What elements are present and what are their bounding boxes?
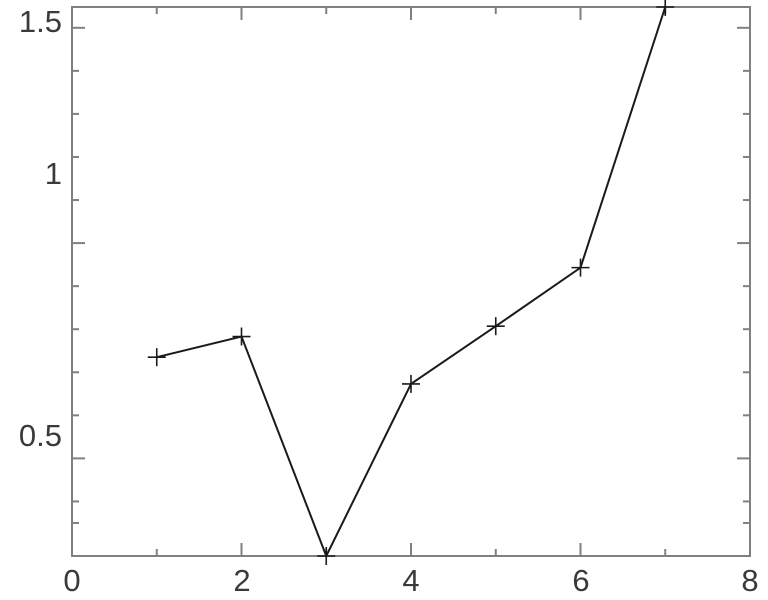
y-tick-label: 1.5 [18,4,62,39]
x-tick-label: 2 [233,563,251,598]
data-point-marker [147,348,166,367]
data-point-marker [232,327,251,346]
axes-frame [71,6,751,557]
data-point-marker [317,547,336,565]
data-point-marker [486,317,505,336]
data-point-marker [656,0,675,16]
series-line [156,6,667,559]
y-tick-label: 0.5 [18,418,62,453]
y-tick-label: 1 [44,156,62,191]
data-point-marker [571,258,590,277]
x-tick-label: 8 [741,563,759,598]
x-tick-label: 4 [402,563,420,598]
series-markers [147,0,675,565]
data-point-marker [402,374,420,393]
axis-ticks [72,7,750,556]
plot-frame [71,6,751,557]
data-series [147,0,675,565]
x-tick-label: 6 [572,563,590,598]
x-tick-label: 0 [63,563,81,598]
